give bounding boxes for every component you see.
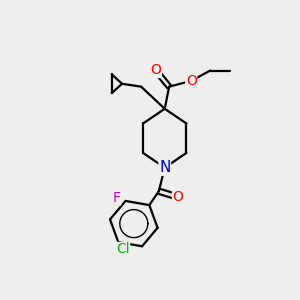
- Text: O: O: [186, 74, 197, 88]
- Text: O: O: [151, 64, 161, 77]
- Text: Cl: Cl: [116, 242, 130, 256]
- Text: N: N: [159, 160, 170, 175]
- Text: O: O: [172, 190, 183, 204]
- Text: F: F: [113, 191, 121, 205]
